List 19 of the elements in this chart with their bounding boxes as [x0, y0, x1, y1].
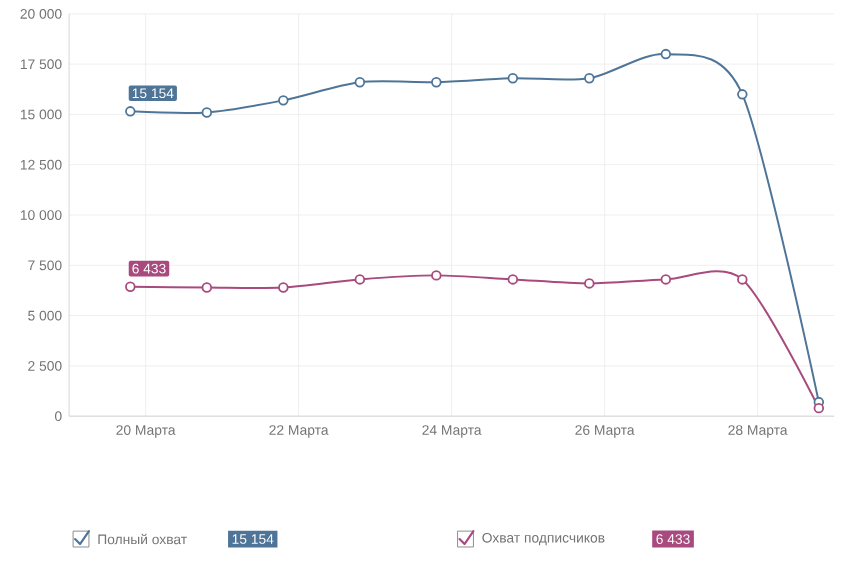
point	[354, 273, 366, 285]
point	[278, 281, 289, 293]
point	[737, 88, 748, 100]
point	[660, 273, 672, 285]
point	[660, 48, 672, 59]
point	[813, 402, 825, 413]
point	[584, 72, 595, 84]
point	[507, 72, 519, 84]
point	[201, 106, 213, 118]
point	[507, 273, 519, 285]
point	[125, 105, 136, 117]
point	[737, 273, 748, 285]
point	[354, 76, 366, 88]
point	[584, 277, 595, 289]
point	[431, 269, 442, 281]
point	[431, 76, 442, 88]
point	[201, 281, 213, 293]
point	[125, 281, 136, 292]
point	[278, 94, 289, 106]
